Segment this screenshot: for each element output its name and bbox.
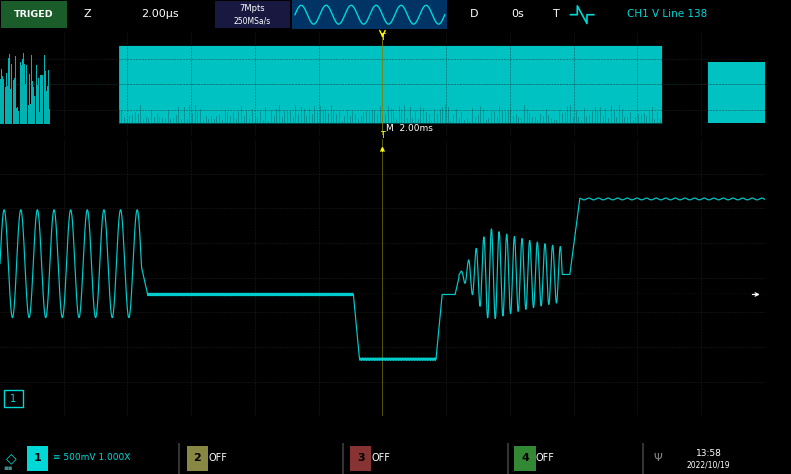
Text: ▪▪: ▪▪ bbox=[3, 465, 13, 472]
Text: Z: Z bbox=[83, 9, 91, 19]
Text: 3: 3 bbox=[357, 453, 365, 463]
Text: Ψ: Ψ bbox=[653, 453, 662, 463]
Text: 1: 1 bbox=[10, 393, 17, 403]
Text: D: D bbox=[470, 9, 478, 19]
Text: 0s: 0s bbox=[511, 9, 524, 19]
Text: 2022/10/19: 2022/10/19 bbox=[687, 461, 731, 470]
Bar bbox=[214, 1, 290, 28]
Text: 2: 2 bbox=[193, 453, 201, 463]
Text: 7Mpts: 7Mpts bbox=[240, 4, 265, 13]
Text: M  2.00ms: M 2.00ms bbox=[386, 124, 433, 133]
Bar bbox=[187, 447, 208, 471]
Text: ◇: ◇ bbox=[6, 451, 17, 465]
Bar bbox=[1, 1, 66, 28]
Text: T: T bbox=[380, 131, 385, 140]
Bar bbox=[350, 447, 371, 471]
Text: 2.00µs: 2.00µs bbox=[141, 9, 178, 19]
Text: T: T bbox=[380, 33, 385, 42]
Text: T: T bbox=[553, 9, 559, 19]
Text: TRIGED: TRIGED bbox=[14, 9, 54, 18]
Text: 13:58: 13:58 bbox=[696, 448, 721, 457]
Text: CH1 V Line 138: CH1 V Line 138 bbox=[627, 9, 707, 19]
Text: 1: 1 bbox=[34, 453, 42, 463]
Text: OFF: OFF bbox=[372, 453, 391, 463]
Bar bbox=[514, 447, 536, 471]
Bar bbox=[27, 447, 48, 471]
Text: 250MSa/s: 250MSa/s bbox=[234, 17, 271, 26]
Text: ≡ 500mV 1.000X: ≡ 500mV 1.000X bbox=[53, 454, 131, 463]
Text: 4: 4 bbox=[521, 453, 529, 463]
Bar bbox=[4, 390, 23, 407]
Text: OFF: OFF bbox=[208, 453, 227, 463]
Bar bbox=[292, 0, 447, 29]
Text: OFF: OFF bbox=[536, 453, 554, 463]
